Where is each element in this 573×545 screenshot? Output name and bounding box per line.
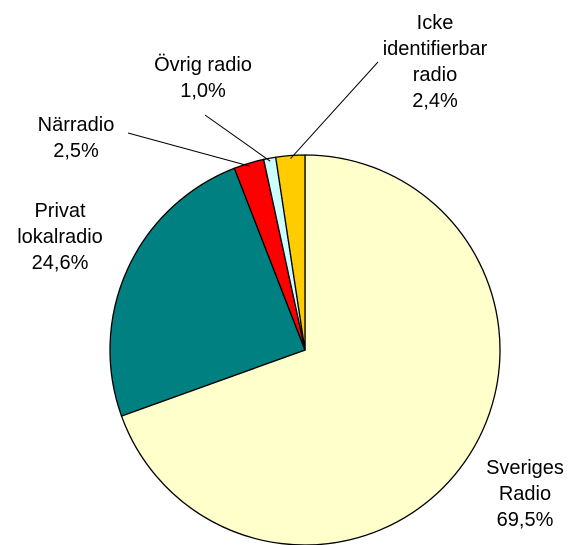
slice-label: Övrig radio 1,0% — [133, 52, 273, 104]
leader-line — [290, 61, 379, 159]
value-label: 1,0% — [180, 80, 226, 102]
value-label: 2,5% — [53, 140, 99, 162]
slice-label: Privat lokalradio 24,6% — [5, 198, 115, 276]
category-label: Övrig radio — [154, 54, 252, 76]
value-label: 2,4% — [412, 90, 458, 112]
pie-slice — [109, 167, 306, 417]
value-label: 69,5% — [496, 509, 554, 531]
leader-line — [204, 114, 271, 162]
pie-slice — [274, 154, 306, 351]
pie-slice — [120, 154, 501, 545]
value-label: 24,6% — [31, 252, 89, 274]
category-label: Sveriges Radio — [486, 457, 564, 505]
category-label: Närradio — [37, 114, 115, 136]
slice-label: Icke identifierbar radio 2,4% — [375, 10, 495, 114]
leader-line — [127, 132, 250, 167]
category-label: Icke identifierbar radio — [382, 12, 488, 86]
category-label: Privat lokalradio — [17, 200, 103, 248]
slice-label: Sveriges Radio 69,5% — [475, 455, 573, 533]
slice-label: Närradio 2,5% — [21, 112, 131, 164]
